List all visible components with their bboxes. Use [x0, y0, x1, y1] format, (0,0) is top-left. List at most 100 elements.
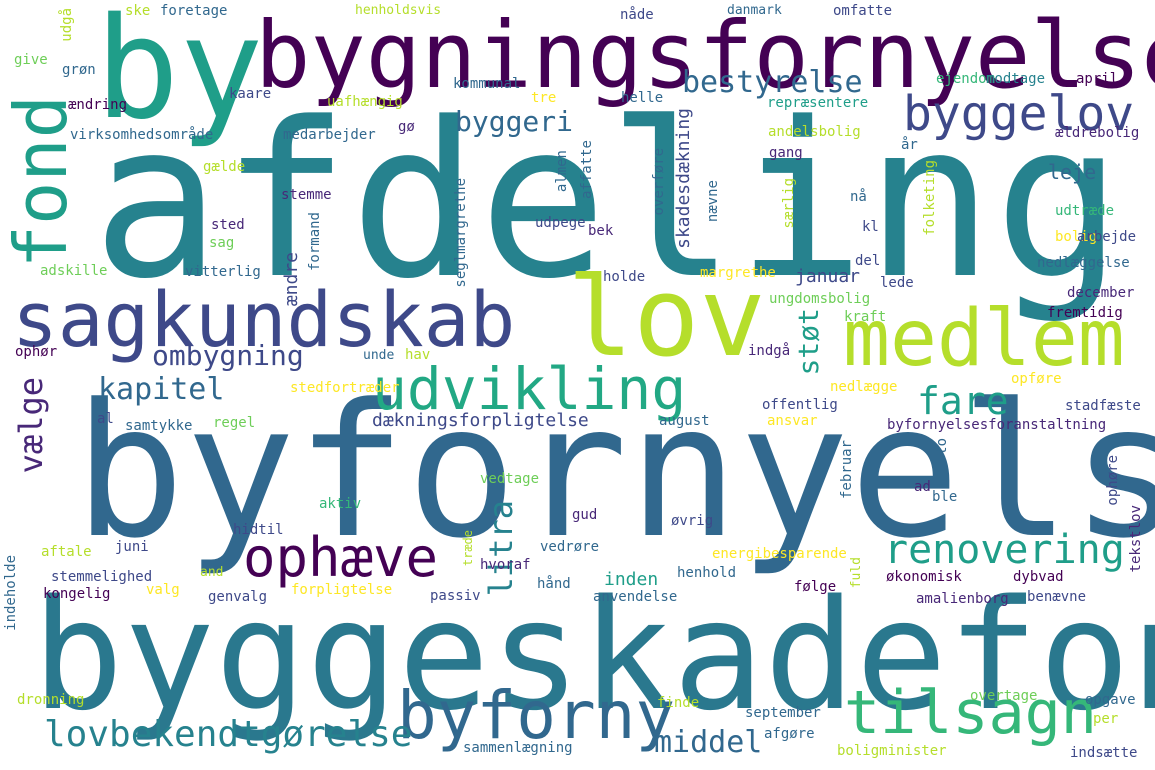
word-tekstlov: tekstlov: [1128, 505, 1144, 573]
word-adskille: adskille: [40, 263, 108, 279]
word-grøn: grøn: [62, 62, 96, 78]
word-indsætte: indsætte: [1070, 745, 1138, 761]
word-benævne: benævne: [1027, 589, 1087, 605]
word-opgave: opgave: [1085, 692, 1136, 708]
word-valge: vælge: [12, 377, 50, 474]
word-særlig: særlig: [781, 178, 797, 229]
word-sammenlægning: sammenlægning: [463, 740, 573, 756]
word-uafhængig: uafhængig: [327, 94, 403, 110]
word-tre: tre: [531, 90, 557, 106]
word-lov: lov: [567, 253, 766, 381]
word-fuld: fuld: [849, 557, 864, 589]
word-ændring: ændring: [68, 97, 128, 113]
word-afgøre: afgøre: [764, 726, 815, 742]
word-and: and: [200, 565, 224, 580]
word-leje: leje: [1048, 160, 1097, 184]
word-år: år: [901, 137, 918, 153]
word-danmark: danmark: [727, 3, 782, 18]
word-kapitel: kapitel: [98, 372, 225, 407]
word-finde: finde: [657, 695, 700, 711]
word-andelsbolig: andelsbolig: [768, 124, 861, 140]
word-nedlæggelse: nedlæggelse: [1037, 255, 1130, 271]
word-ombygning: ombygning: [152, 339, 304, 372]
word-ophøre: ophøre: [1105, 455, 1121, 506]
word-følge: følge: [794, 579, 837, 595]
word-to: to: [934, 438, 950, 455]
word-valg: valg: [146, 582, 180, 598]
word-holde: holde: [603, 269, 646, 285]
word-september: september: [745, 705, 821, 721]
word-del: del: [855, 253, 881, 269]
word-udpege: udpege: [535, 215, 586, 231]
word-ble: ble: [932, 489, 958, 505]
word-modtage: modtage: [986, 71, 1046, 87]
word-lovbekendtgorelse: lovbekendtgørelse: [44, 714, 413, 755]
word-aktiv: aktiv: [319, 496, 362, 512]
word-ungdomsbolig: ungdomsbolig: [769, 291, 871, 307]
word-bygningsfornyelse: bygningsfornyelse: [255, 2, 1155, 109]
word-hav: hav: [405, 347, 431, 363]
word-tilsagn: tilsagn: [844, 678, 1097, 748]
word-genvalg: genvalg: [208, 589, 268, 605]
word-udtræde: udtræde: [1055, 203, 1115, 219]
word-inden: inden: [604, 569, 659, 590]
word-lede: lede: [880, 275, 914, 291]
word-boligminister: boligminister: [837, 743, 947, 759]
word-ældrebolig: ældrebolig: [1055, 125, 1140, 141]
word-december: december: [1067, 285, 1135, 301]
word-dronning: dronning: [17, 692, 85, 708]
word-seglmargrethe: seglmargrethe: [453, 178, 469, 288]
word-kaare: kaare: [229, 86, 272, 102]
word-ansvar: ansvar: [767, 413, 818, 429]
word-helle: helle: [621, 90, 664, 106]
word-stemme: stemme: [281, 187, 332, 203]
word-henholdsvis: henholdsvis: [355, 3, 442, 18]
word-stedfortræder: stedfortræder: [290, 380, 400, 396]
word-aftale: aftale: [41, 544, 92, 560]
word-samtykke: samtykke: [125, 418, 193, 434]
word-offentlig: offentlig: [762, 397, 838, 413]
word-regel: regel: [213, 415, 256, 431]
word-økonomisk: økonomisk: [886, 569, 962, 585]
word-bolig: bolig: [1055, 229, 1098, 245]
word-gud: gud: [572, 507, 598, 523]
word-litra: litra: [482, 500, 520, 597]
word-sted: sted: [211, 217, 245, 233]
word-arbejde: arbejde: [1077, 229, 1137, 245]
word-stadfæste: stadfæste: [1065, 398, 1141, 414]
word-fond: fond: [0, 95, 83, 269]
word-byggeri: byggeri: [455, 105, 574, 138]
word-sagkundskab: sagkundskab: [12, 275, 516, 364]
word-folketing: folketing: [922, 160, 938, 236]
word-januar: januar: [795, 266, 861, 287]
word-anvendelse: anvendelse: [593, 589, 678, 605]
word-byggelov: byggelov: [903, 86, 1135, 142]
word-hvoraf: hvoraf: [480, 557, 531, 573]
word-overføre: overføre: [651, 148, 667, 216]
word-al: al: [97, 411, 114, 427]
word-gø: gø: [398, 119, 415, 135]
word-nåde: nåde: [620, 7, 654, 23]
word-repræsentere: repræsentere: [767, 95, 869, 111]
word-stot: støt: [792, 308, 825, 376]
word-ad: ad: [914, 479, 931, 495]
word-fremtidig: fremtidig: [1047, 305, 1123, 321]
word-almen: almen: [554, 150, 570, 193]
word-vedrøre: vedrøre: [540, 539, 600, 555]
word-vedtage: vedtage: [480, 471, 540, 487]
word-give: give: [14, 52, 48, 68]
word-vitterlig: vitterlig: [185, 264, 261, 280]
word-kraft: kraft: [844, 309, 887, 325]
word-nå: nå: [850, 189, 867, 205]
word-passiv: passiv: [430, 588, 481, 604]
word-ophør: ophør: [15, 344, 58, 360]
word-by: by: [95, 0, 264, 151]
word-fare: fare: [917, 379, 1009, 423]
word-dybvad: dybvad: [1013, 569, 1064, 585]
word-sag: sag: [209, 235, 235, 251]
word-bek: bek: [588, 223, 614, 239]
word-skadesdakning: skadesdækning: [673, 108, 694, 249]
word-udvikling: udvikling: [372, 355, 687, 423]
word-per: per: [1093, 711, 1119, 727]
